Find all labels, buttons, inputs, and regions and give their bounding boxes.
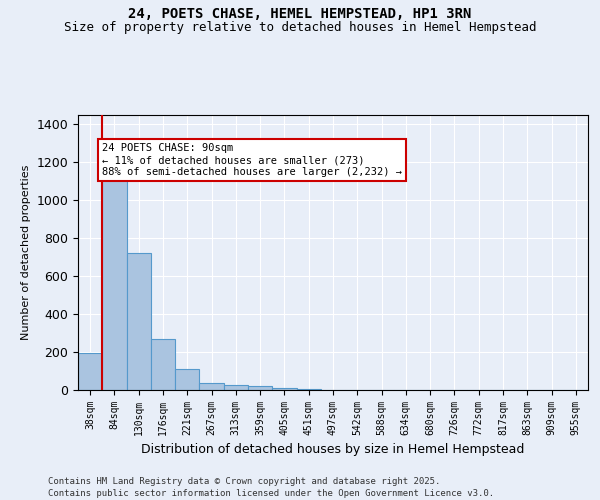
Bar [151, 339, 175, 390]
Text: Size of property relative to detached houses in Hemel Hempstead: Size of property relative to detached ho… [64, 21, 536, 34]
Bar [175, 369, 199, 390]
Bar [224, 386, 248, 390]
Bar [272, 388, 296, 390]
Text: 24, POETS CHASE, HEMEL HEMPSTEAD, HP1 3RN: 24, POETS CHASE, HEMEL HEMPSTEAD, HP1 3R… [128, 8, 472, 22]
X-axis label: Distribution of detached houses by size in Hemel Hempstead: Distribution of detached houses by size … [142, 444, 524, 456]
Y-axis label: Number of detached properties: Number of detached properties [21, 165, 31, 340]
Bar [248, 386, 272, 390]
Bar [102, 170, 127, 390]
Text: 24 POETS CHASE: 90sqm
← 11% of detached houses are smaller (273)
88% of semi-det: 24 POETS CHASE: 90sqm ← 11% of detached … [102, 144, 402, 176]
Bar [199, 384, 224, 390]
Text: Contains HM Land Registry data © Crown copyright and database right 2025.: Contains HM Land Registry data © Crown c… [48, 478, 440, 486]
Bar [78, 353, 102, 390]
Bar [127, 254, 151, 390]
Text: Contains public sector information licensed under the Open Government Licence v3: Contains public sector information licen… [48, 489, 494, 498]
